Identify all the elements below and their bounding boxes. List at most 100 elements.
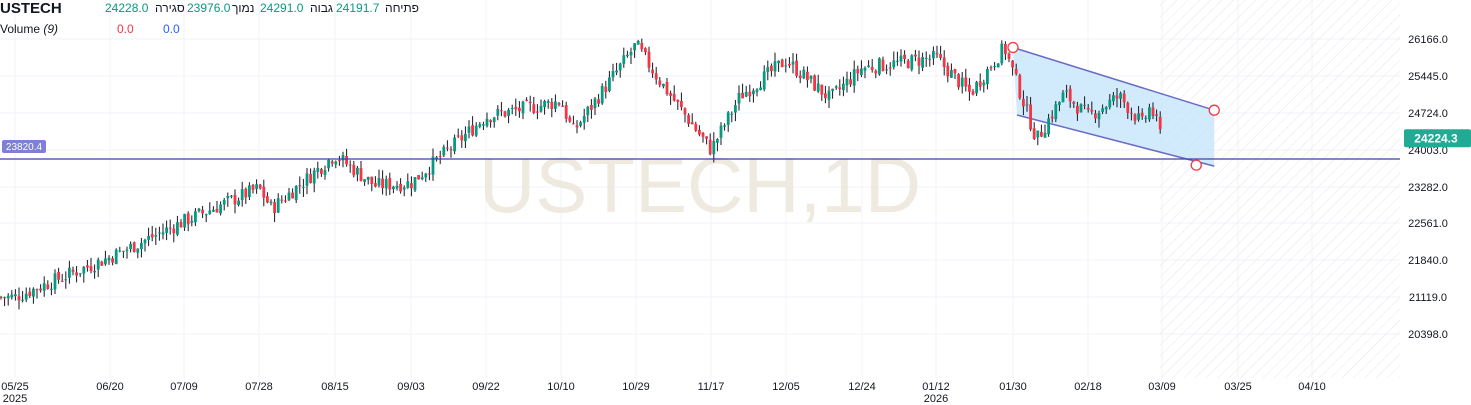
candle [870, 59, 874, 73]
last-price-badge[interactable] [1404, 129, 1471, 148]
candle [363, 179, 366, 186]
candle [791, 53, 795, 74]
candle [161, 223, 165, 240]
candle [215, 201, 219, 213]
candle [723, 123, 726, 131]
candle [647, 46, 651, 73]
channel-fill [1013, 47, 1215, 167]
handle-point[interactable] [1007, 41, 1019, 54]
candle [460, 130, 464, 148]
candle [1090, 101, 1094, 115]
candle [150, 225, 154, 242]
candle [96, 257, 100, 278]
candle [503, 110, 507, 118]
candle [845, 71, 849, 93]
candle [1119, 91, 1122, 108]
candle [1155, 109, 1158, 122]
handle-point[interactable] [1190, 159, 1202, 171]
candle [510, 104, 514, 115]
candle [194, 208, 197, 227]
candle [734, 99, 737, 122]
candle [651, 62, 654, 78]
candle [226, 192, 230, 207]
candle [860, 60, 863, 78]
candle [208, 202, 212, 215]
candle [968, 77, 971, 101]
candle [60, 273, 64, 283]
candle [950, 63, 953, 78]
x-tick-label: 12/05 [772, 381, 800, 393]
candle [1076, 101, 1079, 121]
candle [838, 79, 842, 96]
symbol-title[interactable]: USTECH [0, 0, 62, 17]
candle [10, 290, 14, 300]
candle [611, 63, 615, 82]
candle [618, 62, 622, 78]
candle [892, 51, 896, 70]
candle [960, 72, 964, 94]
x-tick-label: 04/10 [1298, 381, 1326, 393]
close-value: 24228.0 [105, 1, 149, 15]
candle [514, 98, 518, 116]
candle [806, 66, 809, 88]
candle [294, 185, 298, 203]
candle [1151, 102, 1155, 120]
candle [784, 58, 788, 73]
level-badge[interactable] [2, 139, 46, 153]
handle-point[interactable] [1208, 104, 1220, 116]
candle [93, 264, 96, 279]
candle [57, 267, 60, 284]
candle [46, 280, 50, 290]
candle [521, 100, 525, 120]
candle [518, 101, 521, 118]
candle [662, 83, 665, 89]
channel-handles[interactable] [1007, 41, 1220, 171]
x-tick-label: 07/28 [245, 381, 273, 393]
candle [629, 47, 633, 64]
candle [129, 241, 132, 253]
candle [946, 62, 950, 83]
time-axis[interactable]: 05/25 06/20 07/09 07/28 08/15 09/03 09/22 10/10… [1, 381, 1326, 405]
candle [680, 92, 683, 111]
volume-label[interactable]: Volume [0, 22, 41, 36]
candle [748, 84, 752, 102]
candle [492, 116, 496, 128]
candle [888, 62, 892, 76]
candle [312, 167, 316, 193]
x-tick-label: 03/09 [1148, 381, 1176, 393]
candle [298, 176, 302, 194]
candle [741, 83, 744, 99]
channel-upper-line[interactable] [1012, 46, 1215, 111]
candle [550, 98, 554, 118]
y-tick-label: 24724.0 [1408, 108, 1448, 120]
candle [546, 99, 550, 109]
candle [1043, 124, 1047, 138]
candle [798, 70, 802, 84]
x-tick-label: 08/15 [321, 381, 349, 393]
candle [903, 50, 906, 64]
x-tick-label: 06/20 [96, 381, 124, 393]
candle [222, 197, 226, 211]
x-tick-label: 10/29 [622, 381, 650, 393]
candle [284, 195, 287, 203]
candle [125, 246, 129, 259]
candle [186, 211, 190, 232]
price-axis[interactable]: 26166.0 25445.0 24724.0 24003.0 23282.0 22561… [1404, 34, 1471, 341]
horizontal-level-line[interactable]: 23820.4 [0, 139, 1400, 160]
candle [417, 174, 420, 180]
candle [543, 99, 546, 115]
volume-value-1: 0.0 [117, 22, 134, 36]
candle [1086, 103, 1090, 113]
x-tick-label: 01/12 [922, 381, 950, 393]
candle [834, 85, 838, 90]
y-tick-label: 21119.0 [1409, 292, 1447, 304]
y-tick-label: 21840.0 [1408, 255, 1448, 267]
candle [1133, 113, 1137, 125]
candle [190, 215, 194, 227]
candle [525, 97, 528, 102]
candle [636, 39, 640, 45]
candle [71, 266, 75, 276]
candles [0, 38, 1162, 310]
candle [17, 287, 21, 310]
